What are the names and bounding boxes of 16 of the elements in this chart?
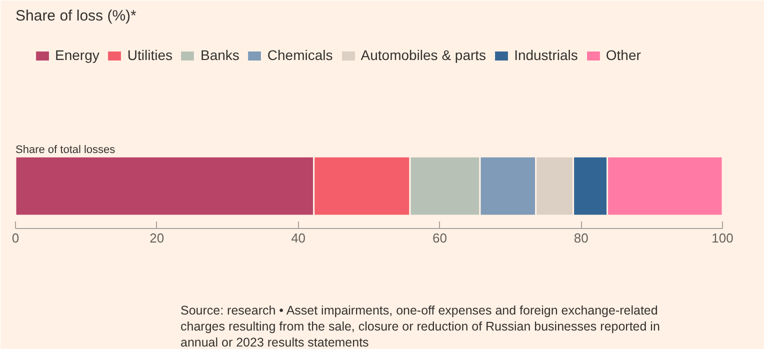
- x-tick-label: 40: [291, 230, 306, 246]
- y-tick-label: Share of total losses: [16, 144, 116, 156]
- legend-label: Utilities: [127, 47, 172, 63]
- legend-label: Chemicals: [267, 47, 333, 63]
- legend-label: Banks: [200, 47, 240, 63]
- source-note: Source: research • Asset impairments, one-off expenses and foreign exchange-related charges resulting from the sale, closure or reduction of Russian businesses reported in annual or 2023 results statements: [180, 304, 660, 349]
- legend-label: Automobiles & parts: [360, 47, 486, 63]
- x-tick-label: 80: [574, 230, 588, 246]
- legend-label: Industrials: [514, 47, 578, 63]
- chart-title: Share of loss (%)*: [16, 8, 137, 24]
- x-tick-label: 0: [12, 230, 20, 246]
- x-tick-label: 100: [712, 230, 734, 246]
- legend-label: Energy: [55, 47, 100, 63]
- x-tick-label: 60: [432, 230, 447, 246]
- x-tick-label: 20: [150, 230, 164, 246]
- legend-label: Other: [606, 47, 641, 63]
